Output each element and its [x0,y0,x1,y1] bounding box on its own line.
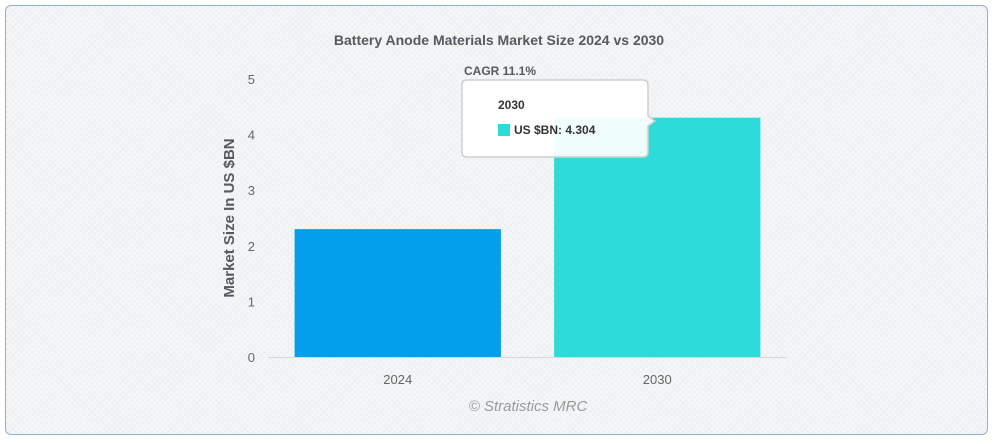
y-tick-label: 2 [248,239,255,254]
bar-2024[interactable] [294,229,501,357]
chart-container [5,5,988,435]
y-tick-label: 0 [248,350,255,365]
y-tick-label: 3 [248,183,255,198]
tooltip-title: 2030 [498,98,525,112]
y-axis: 0 1 2 3 4 5 [248,72,255,365]
tooltip: 2030 US $BN: 4.304 [461,79,657,158]
y-axis-label: Market Size In US $BN [221,138,238,297]
tooltip-swatch [498,124,510,136]
bar-series [294,117,761,357]
chart-title: Battery Anode Materials Market Size 2024… [334,32,664,48]
cagr-annotation: CAGR 11.1% [464,64,536,78]
x-tick-label: 2024 [383,372,412,387]
y-tick-label: 4 [248,128,255,143]
tooltip-value: US $BN: 4.304 [514,123,596,137]
x-tick-label: 2030 [643,372,672,387]
y-tick-label: 1 [248,294,255,309]
y-tick-label: 5 [248,72,255,87]
source-credit: © Stratistics MRC [469,398,588,415]
x-axis: 2024 2030 [383,372,671,387]
